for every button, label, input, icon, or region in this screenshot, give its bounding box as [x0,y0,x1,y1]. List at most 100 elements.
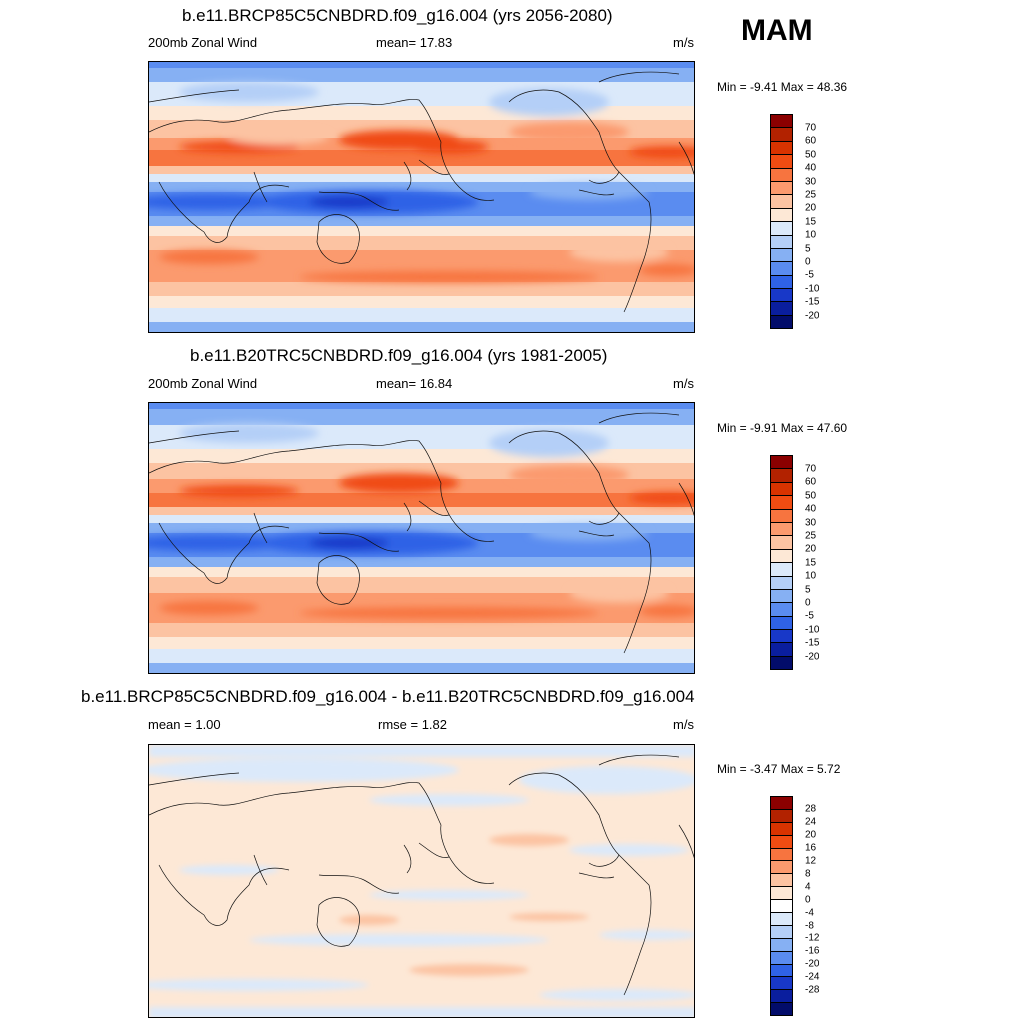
colorbar-segment [770,963,793,978]
colorbar-segment [770,588,793,604]
colorbar-segment [770,562,793,577]
colorbar-segment [770,821,793,836]
panel1-colorbar [770,114,793,330]
colorbar-tick-label: 20 [805,202,817,214]
colorbar-tick-label: -5 [805,610,814,622]
colorbar-segment [770,834,793,849]
season-label: MAM [741,14,813,47]
panel3-title: b.e11.BRCP85C5CNBDRD.f09_g16.004 - b.e11… [81,687,695,706]
panel3-rmse-label: rmse = 1.82 [378,717,448,732]
colorbar-tick-label: -20 [805,651,820,662]
colorbar-tick-label: 24 [805,816,817,828]
colorbar-tick-label: 5 [805,243,811,254]
colorbar-tick-label: -4 [805,907,814,919]
colorbar-segment [770,167,793,182]
colorbar-tick-label: -15 [805,296,820,308]
colorbar-segment [770,796,793,810]
colorbar-tick-label: 25 [805,189,817,201]
colorbar-segment [770,314,793,330]
panel2-mean-label: mean= 16.84 [376,376,453,391]
colorbar-tick-label: -10 [805,624,820,636]
colorbar-segment [770,548,793,564]
colorbar-tick-label: 15 [805,557,817,569]
colorbar-tick-label: 5 [805,584,811,595]
colorbar-segment [770,180,793,196]
colorbar-segment [770,234,793,249]
colorbar-tick-label: 15 [805,216,817,228]
colorbar-tick-label: 50 [805,490,817,502]
colorbar-segment [770,127,793,142]
panel3-units-label: m/s [673,717,694,732]
colorbar-segment [770,808,793,823]
colorbar-tick-label: 20 [805,543,817,555]
colorbar-segment [770,495,793,510]
colorbar-segment [770,535,793,550]
colorbar-segment [770,615,793,631]
panel2-colorbar [770,455,793,671]
colorbar-tick-label: 12 [805,855,817,867]
colorbar-segment [770,642,793,657]
panel2-title: b.e11.B20TRC5CNBDRD.f09_g16.004 (yrs 198… [190,346,608,365]
colorbar-tick-label: 70 [805,122,817,134]
colorbar-tick-label: 50 [805,149,817,161]
colorbar-segment [770,976,793,991]
colorbar-tick-label: -20 [805,958,820,970]
colorbar-segment [770,1002,793,1017]
colorbar-segment [770,937,793,952]
colorbar-tick-label: 70 [805,463,817,475]
colorbar-tick-label: 30 [805,517,817,528]
colorbar-segment [770,629,793,644]
colorbar-tick-label: -10 [805,283,820,295]
colorbar-segment [770,455,793,470]
colorbar-segment [770,860,793,875]
colorbar-segment [770,847,793,862]
colorbar-tick-label: -16 [805,945,820,957]
panel3-minmax: Min = -3.47 Max = 5.72 [717,762,841,776]
colorbar-segment [770,207,793,223]
colorbar-tick-label: 60 [805,476,817,488]
panel1-wind-field [149,62,694,332]
colorbar-segment [770,261,793,276]
colorbar-tick-label: 16 [805,842,817,854]
colorbar-tick-label: 0 [805,894,811,906]
colorbar-tick-label: 0 [805,256,811,268]
colorbar-segment [770,194,793,209]
colorbar-segment [770,899,793,914]
colorbar-segment [770,886,793,901]
panel3-diff-field [149,745,694,1017]
panel1-minmax: Min = -9.41 Max = 48.36 [717,80,848,94]
colorbar-tick-label: 8 [805,868,811,880]
colorbar-tick-label: -8 [805,920,814,931]
colorbar-tick-label: 60 [805,135,817,147]
colorbar-tick-label: 0 [805,597,811,609]
panel3-coastlines [149,754,694,996]
colorbar-segment [770,575,793,590]
colorbar-segment [770,989,793,1004]
colorbar-segment [770,912,793,926]
panel3-colorbar [770,796,793,1017]
colorbar-segment [770,140,793,156]
colorbar-segment [770,521,793,537]
colorbar-segment [770,288,793,303]
panel2-coastlines [149,412,694,654]
panel2-minmax: Min = -9.91 Max = 47.60 [717,421,848,435]
panel2-wind-field [149,403,694,673]
panel2-map [148,402,695,674]
colorbar-tick-label: 40 [805,503,817,515]
colorbar-tick-label: -24 [805,971,820,983]
colorbar-tick-label: -20 [805,310,820,321]
colorbar-tick-label: -28 [805,984,820,996]
colorbar-tick-label: -5 [805,269,814,281]
colorbar-segment [770,154,793,169]
colorbar-segment [770,221,793,236]
panel2-variable-label: 200mb Zonal Wind [148,376,258,391]
colorbar-segment [770,508,793,523]
panel1-units-label: m/s [673,35,694,50]
colorbar-segment [770,114,793,129]
panel3-map [148,744,695,1018]
colorbar-tick-label: -15 [805,637,820,649]
colorbar-segment [770,873,793,888]
colorbar-segment [770,950,793,965]
colorbar-tick-label: 10 [805,570,817,582]
panel3-mean-label: mean = 1.00 [148,717,221,732]
